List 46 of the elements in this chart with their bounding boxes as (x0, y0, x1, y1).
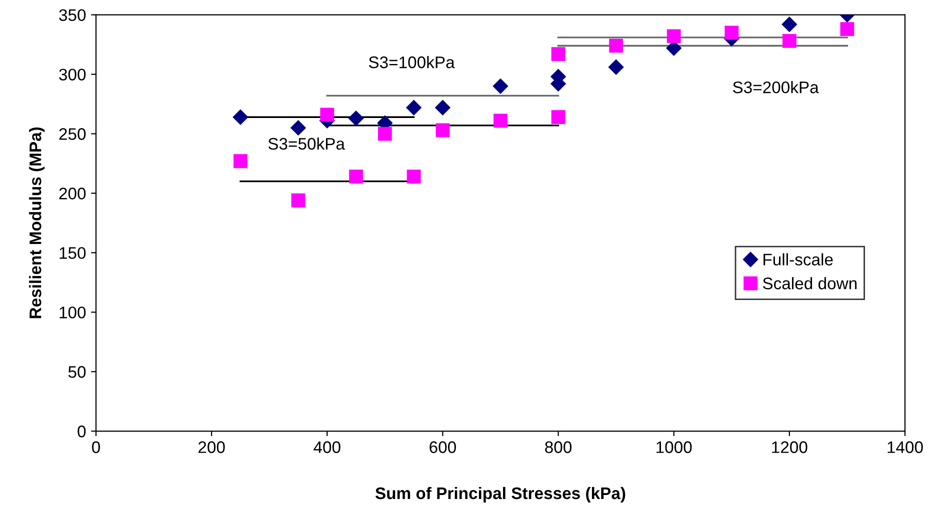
y-tick-label: 0 (78, 426, 86, 438)
x-axis-title: Sum of Principal Stresses (kPa) (375, 486, 626, 502)
y-tick-label: 150 (60, 247, 86, 259)
point (234, 154, 248, 168)
point (290, 120, 306, 136)
y-tick-label: 200 (59, 188, 86, 200)
point (724, 26, 739, 40)
point (551, 47, 566, 62)
legend-label: Full-scale (764, 253, 833, 266)
y-tick-label: 350 (59, 9, 86, 22)
point (291, 193, 306, 208)
point (320, 108, 334, 122)
point (406, 170, 421, 184)
x-tick-label: 800 (545, 441, 572, 454)
y-tick-label: 250 (59, 128, 86, 140)
point (378, 126, 392, 141)
point (551, 110, 566, 124)
point (609, 38, 623, 53)
annotation: S3=100kPa (368, 56, 455, 68)
x-tick-label: 1200 (772, 441, 808, 454)
point (232, 110, 248, 125)
point (782, 16, 797, 32)
legend-label: Scaled down (762, 277, 857, 290)
x-tick-label: 1400 (888, 441, 923, 454)
x-tick-label: 200 (198, 441, 225, 454)
point (435, 100, 450, 116)
point (666, 29, 681, 44)
y-axis-title: Resilient Modulus (MPa) (29, 127, 45, 318)
annotation: S3=50kPa (268, 137, 345, 150)
y-tick-label: 50 (68, 366, 86, 378)
x-tick-label: 400 (314, 441, 340, 454)
point (349, 170, 363, 184)
point (436, 123, 450, 138)
x-tick-label: 1000 (656, 441, 692, 454)
annotation: S3=200kPa (732, 81, 819, 94)
point (494, 114, 508, 128)
point (608, 60, 624, 75)
point (840, 22, 854, 36)
point (348, 110, 364, 126)
y-tick-label: 300 (59, 68, 86, 80)
point (406, 100, 422, 116)
point (782, 34, 796, 48)
x-tick-label: 0 (92, 441, 100, 454)
y-tick-label: 100 (60, 306, 86, 318)
point (492, 78, 508, 94)
x-tick-label: 600 (430, 441, 456, 454)
